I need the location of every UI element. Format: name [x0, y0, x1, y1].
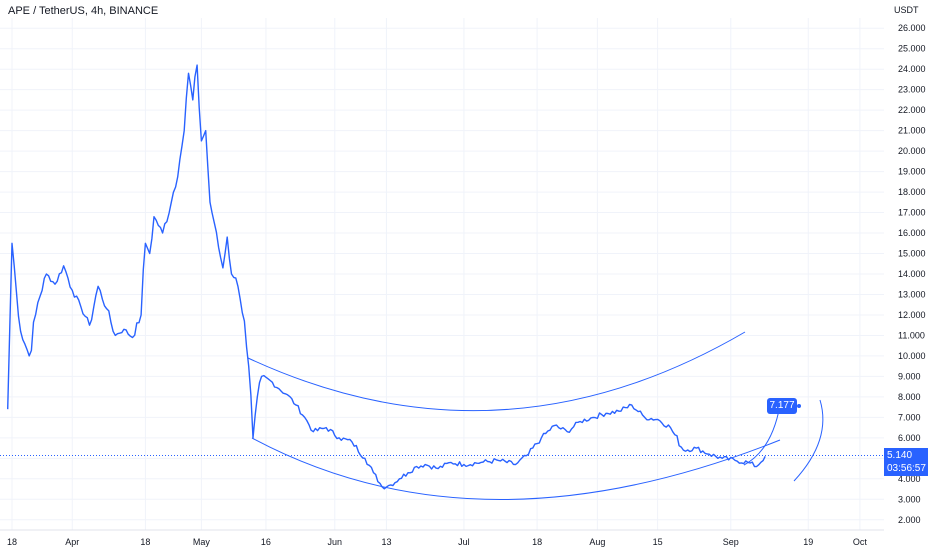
y-tick-label: 4.000	[898, 474, 921, 484]
y-tick-label: 24.000	[898, 64, 926, 74]
y-tick-label: 9.000	[898, 371, 921, 381]
x-tick-label: May	[193, 537, 211, 547]
y-tick-label: 21.000	[898, 126, 926, 136]
channel-lower-curve	[251, 437, 781, 500]
y-tick-label: 3.000	[898, 494, 921, 504]
last-price-value: 5.140	[887, 450, 913, 462]
price-callout-label: 7.177	[767, 398, 797, 414]
arc-small	[743, 404, 781, 466]
x-tick-label: 16	[261, 537, 271, 547]
x-tick-label: 13	[381, 537, 391, 547]
y-tick-label: 10.000	[898, 351, 926, 361]
y-tick-label: 8.000	[898, 392, 921, 402]
y-tick-label: 7.000	[898, 412, 921, 422]
bar-countdown: 03:56:57	[887, 463, 926, 475]
x-tick-label: 19	[803, 537, 813, 547]
x-tick-label: Jun	[328, 537, 343, 547]
x-tick-label: Oct	[853, 537, 868, 547]
time-axis: 18 Apr 18 May 16 Jun 13 Jul 18 Aug 15 Sep 19 Oct	[0, 529, 884, 547]
x-tick-label: Sep	[723, 537, 739, 547]
price-axis-unit: USDT	[894, 5, 919, 15]
last-price-badge: 5.140 03:56:57	[884, 448, 928, 477]
price-series-line	[7, 64, 766, 490]
x-tick-label: Aug	[589, 537, 605, 547]
y-tick-label: 23.000	[898, 85, 926, 95]
y-tick-label: 15.000	[898, 249, 926, 259]
chart-title: APE / TetherUS, 4h, BINANCE	[8, 5, 159, 17]
curved-channel	[247, 331, 824, 500]
y-tick-label: 16.000	[898, 228, 926, 238]
y-tick-label: 25.000	[898, 44, 926, 54]
arc-right	[793, 399, 824, 482]
y-tick-label: 26.000	[898, 23, 926, 33]
y-tick-label: 11.000	[898, 330, 925, 340]
channel-upper-curve	[247, 331, 746, 412]
y-tick-label: 13.000	[898, 289, 926, 299]
y-tick-label: 6.000	[898, 433, 921, 443]
x-tick-label: 18	[7, 537, 17, 547]
y-tick-label: 14.000	[898, 269, 926, 279]
y-tick-label: 18.000	[898, 187, 926, 197]
y-tick-label: 17.000	[898, 208, 926, 218]
x-tick-label: Apr	[65, 537, 79, 547]
x-tick-label: 18	[532, 537, 542, 547]
x-tick-label: Jul	[458, 537, 470, 547]
x-tick-label: 18	[140, 537, 150, 547]
y-tick-label: 12.000	[898, 310, 926, 320]
y-tick-label: 22.000	[898, 105, 926, 115]
x-tick-label: 15	[653, 537, 663, 547]
callout-anchor-dot	[797, 404, 801, 408]
y-tick-label: 19.000	[898, 167, 926, 177]
y-tick-label: 20.000	[898, 146, 926, 156]
y-tick-label: 2.000	[898, 515, 921, 525]
grid-lines	[0, 18, 884, 530]
